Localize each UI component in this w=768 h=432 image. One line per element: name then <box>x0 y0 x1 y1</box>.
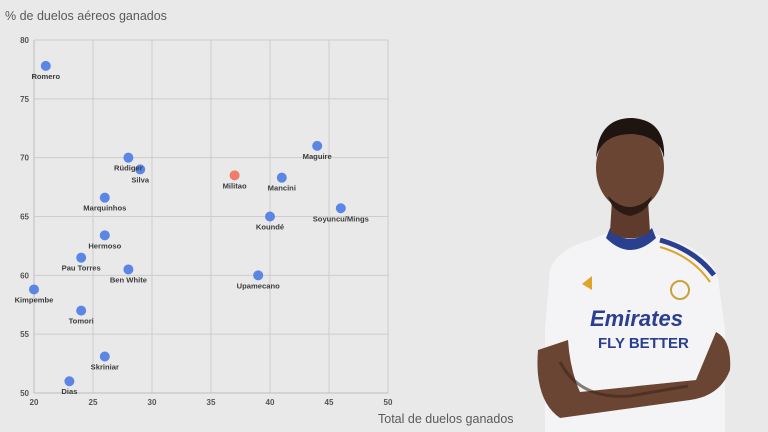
x-tick-label: 35 <box>207 398 216 407</box>
data-point <box>123 264 134 275</box>
y-tick-label: 75 <box>20 95 29 104</box>
beard-shape <box>608 196 652 216</box>
data-point <box>99 192 110 203</box>
data-point <box>76 305 87 316</box>
brand-logo-icon <box>582 276 592 290</box>
data-point <box>123 152 134 163</box>
data-point-label: Skriniar <box>91 363 119 372</box>
y-tick-label: 65 <box>20 213 29 222</box>
data-point <box>253 270 264 281</box>
data-point-label: Silva <box>131 175 150 184</box>
data-point <box>99 351 110 362</box>
data-points <box>29 60 346 387</box>
shoulder-stripe-icon <box>659 237 716 277</box>
hair-shape <box>596 118 665 158</box>
data-point-label: Hermoso <box>88 241 121 250</box>
y-tick-label: 50 <box>20 389 29 398</box>
y-axis-title: % de duelos aéreos ganados <box>5 9 167 23</box>
data-point-label: Ben White <box>110 275 147 284</box>
jersey-sponsor-line-2: FLY BETTER <box>598 335 689 352</box>
tick-labels: 20 25 30 35 40 45 50 50 55 60 65 70 75 80 <box>20 36 393 407</box>
x-tick-label: 45 <box>325 398 334 407</box>
arms-shape <box>537 332 731 418</box>
data-point <box>99 230 110 241</box>
x-tick-label: 30 <box>148 398 157 407</box>
data-point <box>265 211 275 222</box>
data-point-label: Maguire <box>303 152 332 161</box>
y-tick-label: 80 <box>20 36 29 45</box>
data-point <box>64 376 75 387</box>
x-tick-label: 40 <box>266 398 275 407</box>
grid <box>33 39 389 394</box>
data-point <box>335 203 346 214</box>
data-point <box>312 140 323 151</box>
data-point <box>40 60 51 71</box>
x-axis-title: Total de duelos ganados <box>378 412 514 426</box>
data-point-label: Dias <box>61 387 77 396</box>
data-point-label: Koundé <box>256 223 284 232</box>
data-point <box>29 284 39 295</box>
data-point-label: Rüdiger <box>114 164 143 173</box>
data-point-label: Marquinhos <box>83 204 126 213</box>
data-point-label: Soyuncu/Mings <box>313 214 369 223</box>
player-photo-icon: Emirates FLY BETTER <box>537 118 731 432</box>
shoulder-stripe-gold-icon <box>659 246 711 283</box>
x-tick-label: 50 <box>384 398 393 407</box>
data-point-label: Pau Torres <box>62 264 101 273</box>
y-tick-label: 55 <box>20 330 29 339</box>
data-point-label: Kimpembe <box>15 295 54 304</box>
jersey-sponsor-line-1: Emirates <box>590 306 683 331</box>
data-point-label: Upamecano <box>237 281 280 290</box>
data-point-label: Militao <box>223 181 247 190</box>
data-point-label: Mancini <box>268 184 296 193</box>
tattoo-icon <box>558 361 689 398</box>
club-crest-icon <box>670 280 690 300</box>
data-point <box>276 172 287 183</box>
y-tick-label: 70 <box>20 154 29 163</box>
data-point-label: Romero <box>31 72 60 81</box>
x-tick-label: 25 <box>89 398 98 407</box>
data-point <box>135 164 146 175</box>
data-point <box>76 252 87 263</box>
jersey-collar <box>606 228 656 250</box>
data-point-label: Tomori <box>69 317 94 326</box>
x-tick-label: 20 <box>30 398 39 407</box>
data-point <box>229 170 240 181</box>
head-shape <box>596 126 664 210</box>
y-tick-label: 60 <box>20 271 29 280</box>
point-labels: Romero Rüdiger Silva Militao Maguire Mancini M… <box>15 72 369 396</box>
